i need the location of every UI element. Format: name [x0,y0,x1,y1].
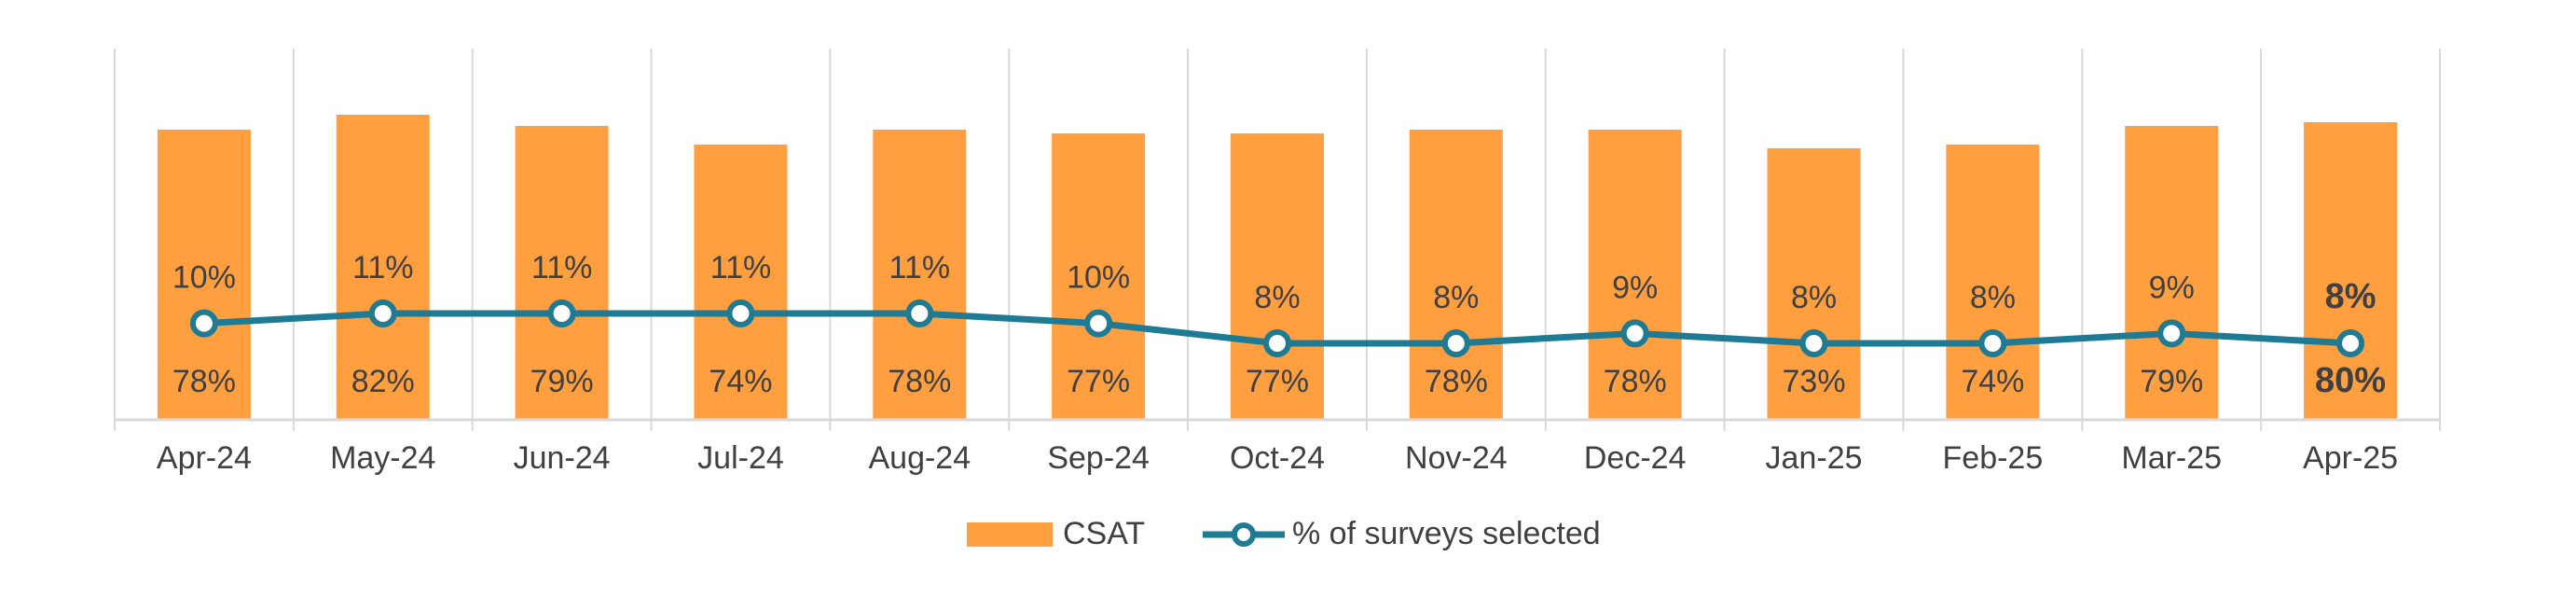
csat-bar [1588,129,1682,420]
x-tick-label: Jun-24 [514,440,611,476]
csat-bars [157,115,2398,420]
csat-value-label: 78% [888,364,951,399]
x-tick-label: Mar-25 [2121,440,2222,476]
survey-point [1441,329,1470,357]
csat-bar [336,115,430,420]
survey-point [1978,329,2007,357]
legend-swatch-csat [967,522,1053,547]
x-tick-label: Sep-24 [1047,440,1150,476]
csat-bar [2125,125,2219,420]
survey-point [189,309,218,338]
csat-bar [1052,132,1146,420]
x-axis: Apr-24 May-24 Jun-24 Jul-24 Aug-24 Sep-24 Oct-… [114,418,2441,476]
survey-point [368,299,397,327]
survey-point [1263,329,1291,357]
survey-value-label: 9% [2149,270,2195,305]
survey-point [2157,319,2186,348]
survey-value-label: 8% [1791,280,1837,315]
csat-bar [1946,144,2040,420]
csat-bar [1409,129,1503,420]
survey-value-label: 10% [1067,260,1130,296]
survey-value-label: 9% [1612,270,1658,305]
legend-line-marker [1232,522,1256,547]
csat-value-label: 78% [172,364,236,399]
survey-point [547,299,576,327]
survey-line [189,299,2365,357]
csat-value-label: 82% [351,364,415,399]
csat-bar [2304,121,2398,420]
csat-bar [1767,147,1861,420]
survey-point [1084,309,1113,338]
csat-bar-labels: 78% 82% 79% 74% 78% 77% 77% 78% 78% 73% 74% 79% 80% [172,361,2386,400]
legend-label-surveys: % of surveys selected [1292,516,1601,551]
csat-value-label: 77% [1067,364,1130,399]
x-tick-label: Nov-24 [1405,440,1508,476]
legend: CSAT % of surveys selected [967,516,1601,551]
csat-value-label: 79% [2140,364,2203,399]
survey-value-label: 11% [352,250,414,285]
x-tick-label: Jan-25 [1766,440,1863,476]
survey-line-labels: 10% 11% 11% 11% 11% 10% 8% 8% 9% 8% 8% 9% 8% [172,250,2376,316]
survey-value-label: 11% [889,250,951,285]
survey-point [1799,329,1828,357]
csat-bar [873,129,967,420]
csat-value-label: 78% [1425,364,1488,399]
survey-value-label: 8% [1254,280,1300,315]
csat-value-label: 79% [530,364,594,399]
csat-value-label: 74% [1961,364,2024,399]
csat-bar [157,129,251,420]
gridlines [114,49,2441,420]
csat-bar [1231,132,1324,420]
survey-point [1620,319,1649,348]
csat-bar [694,144,788,420]
survey-value-label: 8% [1433,280,1479,315]
survey-point [905,299,934,327]
survey-value-label: 11% [710,250,772,285]
survey-point [726,299,755,327]
survey-value-label: 8% [2325,277,2376,316]
csat-value-label: 80% [2315,361,2386,400]
survey-value-label: 10% [172,260,236,296]
csat-value-label: 73% [1783,364,1846,399]
survey-value-label: 11% [531,250,593,285]
x-tick-label: Feb-25 [1943,440,2044,476]
x-tick-label: Dec-24 [1584,440,1687,476]
csat-value-label: 74% [709,364,772,399]
x-tick-label: Apr-25 [2303,440,2398,476]
x-tick-label: Oct-24 [1230,440,1325,476]
csat-bar [515,125,609,420]
csat-value-label: 78% [1604,364,1667,399]
x-tick-label: Jul-24 [697,440,784,476]
csat-value-label: 77% [1246,364,1309,399]
survey-point [2336,329,2365,357]
x-tick-label: Aug-24 [868,440,971,476]
legend-label-csat: CSAT [1063,516,1145,551]
x-tick-label: Apr-24 [157,440,252,476]
survey-value-label: 8% [1970,280,2016,315]
x-tick-label: May-24 [330,440,435,476]
